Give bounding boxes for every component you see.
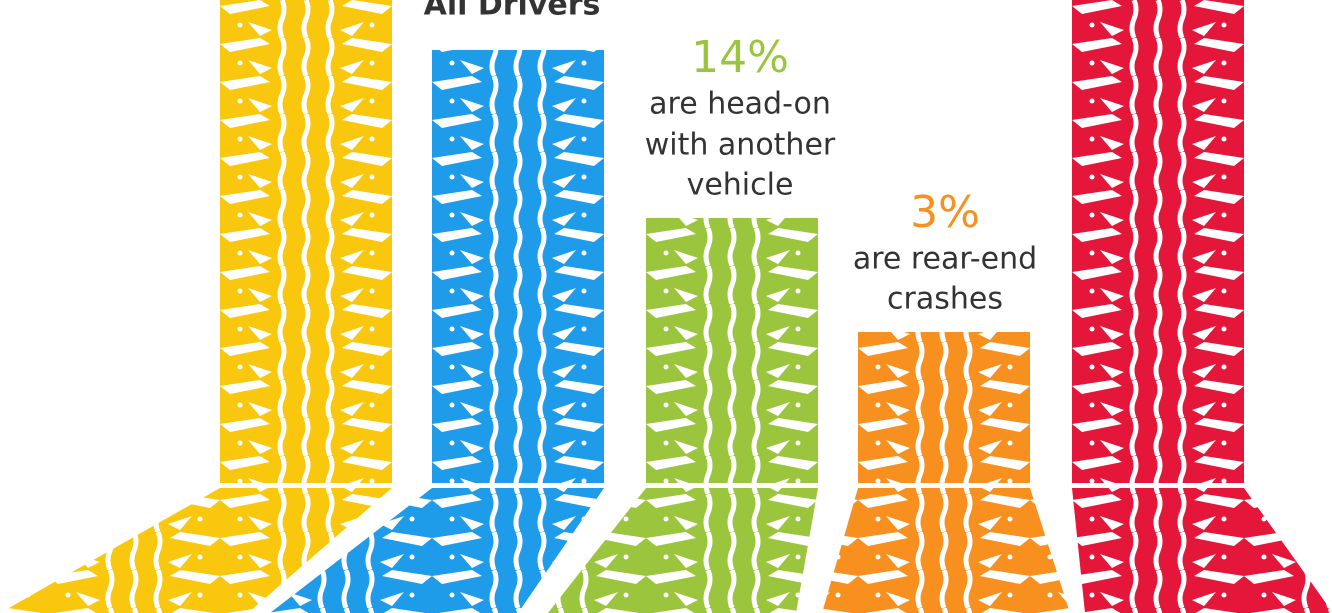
tire-track-ground xyxy=(548,488,818,613)
tire-track-ground xyxy=(822,488,1070,613)
tire-track-ground xyxy=(270,488,604,613)
callout-percent: 3% xyxy=(910,187,980,238)
callout-line: vehicle xyxy=(687,168,794,203)
tire-track xyxy=(432,50,604,483)
tire-track xyxy=(220,0,392,483)
tire-track-ground xyxy=(0,488,392,613)
tire-track xyxy=(1072,0,1244,483)
callout-line: are rear-end xyxy=(853,242,1037,277)
title: All Drivers xyxy=(424,0,601,23)
callout-line: with another xyxy=(645,128,836,163)
tire-track-ground xyxy=(1072,488,1332,613)
callout-line: are head-on xyxy=(649,87,831,122)
callout-line: crashes xyxy=(887,282,1003,317)
callout-percent: 14% xyxy=(691,32,789,83)
tire-track xyxy=(646,218,818,483)
tire-track xyxy=(858,332,1030,483)
